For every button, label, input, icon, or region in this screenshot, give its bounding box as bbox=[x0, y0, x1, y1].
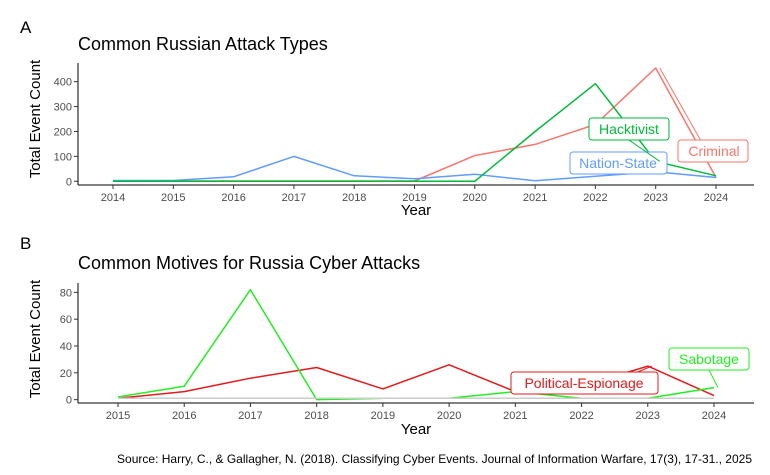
source-note: Source: Harry, C., & Gallagher, N. (2018… bbox=[117, 452, 752, 466]
panel-b-y-tick-label: 80 bbox=[60, 287, 72, 299]
panel-b-y-tick-label: 40 bbox=[60, 341, 72, 353]
panel-letter-a: A bbox=[20, 18, 32, 37]
panel-a-label-box-hacktivist bbox=[588, 117, 670, 141]
panel-b-x-tick-label: 2023 bbox=[636, 410, 660, 422]
panel-b-y-tick-label: 60 bbox=[60, 314, 72, 326]
panel-a-series-label-hacktivist: Hacktivist bbox=[599, 121, 659, 137]
panel-b-x-tick-label: 2015 bbox=[106, 410, 130, 422]
panel-a-x-tick-label: 2019 bbox=[402, 192, 426, 204]
panel-b-x-tick-label: 2016 bbox=[172, 410, 196, 422]
panel-a-x-tick-label: 2018 bbox=[342, 192, 366, 204]
panel-a-x-tick-label: 2023 bbox=[643, 192, 667, 204]
y-axis-title-b: Total Event Count bbox=[27, 279, 44, 398]
panel-a-x-tick-label: 2022 bbox=[583, 192, 607, 204]
panel-b-x-tick-label: 2021 bbox=[503, 410, 527, 422]
panel-a-x-tick-label: 2020 bbox=[463, 192, 487, 204]
panel-b-x-tick-label: 2017 bbox=[238, 410, 262, 422]
y-axis-title-a: Total Event Count bbox=[27, 59, 44, 178]
panel-b-x-tick-label: 2019 bbox=[371, 410, 395, 422]
panel-a-series-label-nation-state: Nation-State bbox=[579, 155, 657, 171]
panel-letter-b: B bbox=[20, 234, 31, 253]
panel-b-series-label-political-espionage: Political-Espionage bbox=[524, 375, 643, 391]
panel-a-x-tick-label: 2015 bbox=[161, 192, 185, 204]
panel-a-y-tick-label: 300 bbox=[54, 102, 72, 114]
panel-a-label-box-nation-state bbox=[569, 151, 668, 175]
panel-b-y-tick-label: 20 bbox=[60, 368, 72, 380]
panel-a-series-label-criminal: Criminal bbox=[688, 143, 739, 159]
plot-area-a: 0 100 200 300 400 2014 2015 2016 2017 2018 2019 202… bbox=[54, 63, 754, 204]
chart-title-b: Common Motives for Russia Cyber Attacks bbox=[78, 253, 420, 273]
panel-a-x-tick-label: 2021 bbox=[523, 192, 547, 204]
panel-b-label-leader-sabotage bbox=[708, 369, 719, 388]
panel-a-label-box-criminal bbox=[677, 139, 749, 163]
panel-a-y-tick-label: 200 bbox=[54, 126, 72, 138]
panel-b-series-label-sabotage: Sabotage bbox=[679, 351, 739, 367]
panel-a-x-tick-label: 2024 bbox=[704, 192, 728, 204]
panel-b-x-tick-label: 2022 bbox=[569, 410, 593, 422]
panel-a-x-tick-label: 2014 bbox=[101, 192, 125, 204]
panel-a-y-tick-label: 100 bbox=[54, 151, 72, 163]
x-axis-title-b: Year bbox=[401, 421, 431, 438]
panel-a-series-line-nation-state bbox=[113, 155, 717, 182]
panel-b-x-tick-label: 2018 bbox=[304, 410, 328, 422]
panel-b-x-tick-label: 2020 bbox=[437, 410, 461, 422]
panel-a-y-tick-label: 0 bbox=[66, 176, 72, 188]
x-axis-title-a: Year bbox=[401, 202, 431, 219]
panel-a-y-tick-label: 400 bbox=[54, 77, 72, 89]
panel-a-x-tick-label: 2017 bbox=[282, 192, 306, 204]
panel-b-label-box-sabotage bbox=[668, 347, 750, 371]
panel-a-x-tick-label: 2016 bbox=[221, 192, 245, 204]
panel-a-label-leader-hacktivist bbox=[628, 139, 660, 162]
plot-area-b: 0 20 40 60 80 2015 2016 2017 2018 2019 2020 2021 202… bbox=[60, 283, 754, 422]
panel-b-x-tick-label: 2024 bbox=[702, 410, 726, 422]
panel-b-y-tick-label: 0 bbox=[66, 395, 72, 407]
panel-a-series-line-hacktivist bbox=[113, 82, 717, 183]
panel-b-label-box-political-espionage bbox=[510, 371, 659, 395]
chart-title-a: Common Russian Attack Types bbox=[78, 34, 328, 54]
